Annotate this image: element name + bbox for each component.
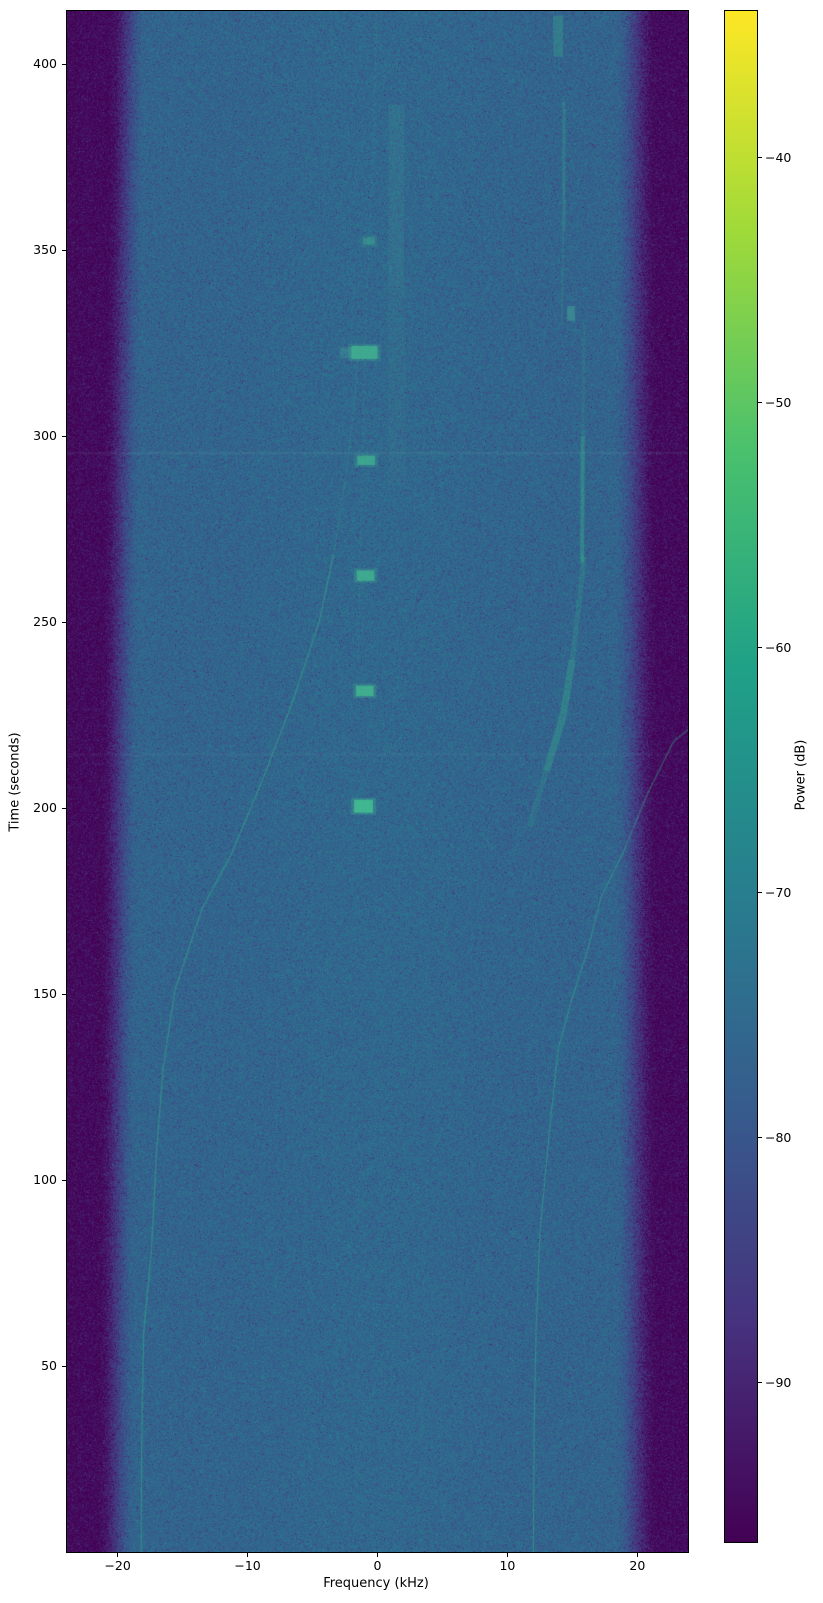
x-tick-label: −20 bbox=[104, 1558, 131, 1573]
y-tick-label: 350 bbox=[33, 242, 57, 258]
y-tick-mark bbox=[62, 249, 66, 251]
colorbar-tick-label: −70 bbox=[765, 884, 792, 900]
y-tick-label: 250 bbox=[33, 614, 57, 630]
colorbar bbox=[724, 10, 758, 1543]
x-tick-label: 0 bbox=[373, 1558, 382, 1573]
spectrogram-canvas bbox=[67, 11, 688, 1552]
y-tick-label: 200 bbox=[33, 800, 57, 816]
x-tick-mark bbox=[636, 1553, 638, 1557]
colorbar-tick-mark bbox=[758, 892, 762, 894]
y-tick-mark bbox=[62, 993, 66, 995]
colorbar-tick-label: −90 bbox=[765, 1374, 792, 1390]
colorbar-tick-mark bbox=[758, 1137, 762, 1139]
y-tick-mark bbox=[62, 435, 66, 437]
colorbar-tick-mark bbox=[758, 157, 762, 159]
colorbar-tick-label: −60 bbox=[765, 639, 792, 655]
y-axis-label: Time (seconds) bbox=[7, 732, 23, 832]
x-tick-label: −10 bbox=[234, 1558, 261, 1573]
y-tick-label: 50 bbox=[41, 1358, 57, 1374]
y-tick-label: 400 bbox=[33, 56, 57, 72]
y-tick-mark bbox=[62, 1365, 66, 1367]
colorbar-label: Power (dB) bbox=[793, 739, 809, 811]
colorbar-tick-mark bbox=[758, 647, 762, 649]
x-tick-label: 20 bbox=[629, 1558, 646, 1573]
y-tick-label: 150 bbox=[33, 986, 57, 1002]
colorbar-tick-label: −80 bbox=[765, 1129, 792, 1145]
y-tick-mark bbox=[62, 807, 66, 809]
y-tick-mark bbox=[62, 621, 66, 623]
y-tick-mark bbox=[62, 1179, 66, 1181]
colorbar-tick-mark bbox=[758, 1382, 762, 1384]
y-tick-label: 300 bbox=[33, 428, 57, 444]
y-tick-label: 100 bbox=[33, 1172, 57, 1188]
x-tick-label: 10 bbox=[499, 1558, 516, 1573]
x-tick-mark bbox=[377, 1553, 378, 1557]
colorbar-tick-label: −40 bbox=[765, 149, 792, 165]
colorbar-tick-label: −50 bbox=[765, 394, 792, 410]
x-tick-mark bbox=[247, 1553, 249, 1557]
y-tick-mark bbox=[62, 63, 66, 65]
plot-area bbox=[66, 10, 689, 1553]
colorbar-tick-mark bbox=[758, 402, 762, 404]
x-tick-mark bbox=[117, 1553, 119, 1557]
x-axis-label: Frequency (kHz) bbox=[323, 1576, 429, 1591]
x-tick-mark bbox=[506, 1553, 508, 1557]
